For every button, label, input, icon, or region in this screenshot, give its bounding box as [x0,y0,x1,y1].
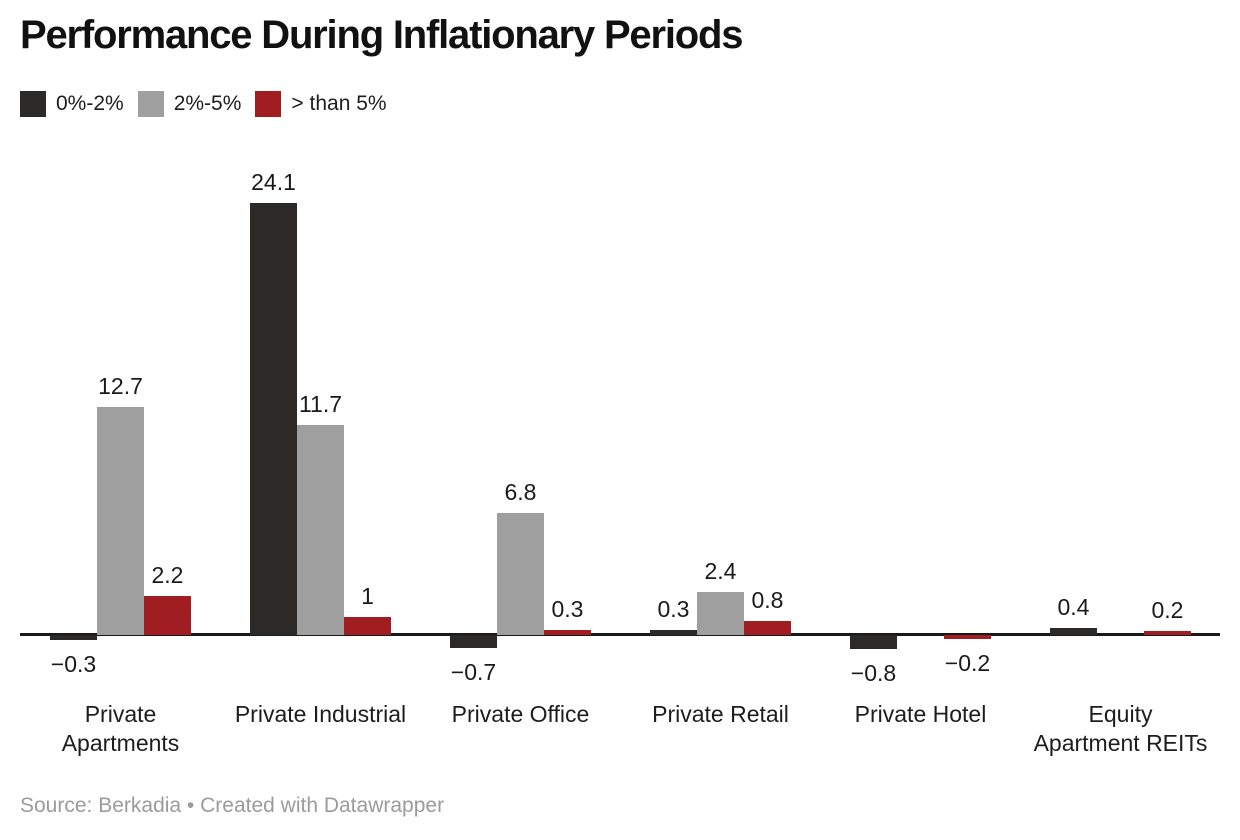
value-label-private-office-2-5: 6.8 [504,479,537,506]
x-axis-line [20,633,1220,636]
value-label-private-industrial-2-5: 11.7 [298,391,343,418]
legend-label-2-5: 2%-5% [173,92,242,115]
bar-private-hotel-than-5 [944,635,991,639]
bar-private-hotel-0-2 [850,635,897,650]
legend-item-0-2: 0%-2% [20,91,124,117]
bar-private-apartments-0-2 [50,635,97,641]
value-label-equity-apartment-reits-than-5: 0.2 [1151,597,1184,624]
legend-label-0-2: 0%-2% [56,92,124,115]
legend-item-2-5: 2%-5% [137,91,242,117]
legend-swatch-2-5 [137,91,164,117]
value-label-private-retail-than-5: 0.8 [751,586,784,613]
value-label-private-apartments-2-5: 12.7 [98,373,143,400]
bar-private-retail-2-5 [697,591,744,635]
bar-private-industrial-0-2 [250,202,297,635]
bar-private-office-2-5 [497,513,544,635]
legend-item-gt-5: > than 5% [255,91,387,117]
category-label-equity-apartment-reits: Equity Apartment REITs [1033,701,1208,756]
source-note: Source: Berkadia • Created with Datawrap… [20,794,445,817]
value-label-private-retail-0-2: 0.3 [657,595,690,622]
category-label-private-industrial: Private Industrial [234,701,407,727]
bar-private-office-than-5 [544,629,591,635]
category-label-private-retail: Private Retail [652,701,789,727]
legend-swatch-0-2 [20,91,46,117]
value-label-private-office-than-5: 0.3 [551,595,584,622]
legend-swatch-gt-5 [255,91,282,117]
bar-private-industrial-2-5 [297,425,344,635]
legend-label-gt-5: > than 5% [291,92,387,115]
category-label-private-apartments: Private Apartments [61,701,180,756]
value-label-private-industrial-than-5: 1 [361,583,374,610]
bar-equity-apartment-reits-0-2 [1050,627,1097,635]
value-label-private-hotel-0-2: −0.8 [850,660,897,687]
category-label-private-office: Private Office [451,701,590,727]
value-label-private-retail-2-5: 2.4 [704,557,737,584]
bar-private-office-0-2 [450,635,497,648]
value-label-private-apartments-than-5: 2.2 [151,561,184,588]
bar-private-industrial-than-5 [344,617,391,635]
chart-title: Performance During Inflationary Periods [20,13,743,57]
bar-private-retail-than-5 [744,620,791,635]
bar-equity-apartment-reits-than-5 [1144,631,1191,635]
category-label-private-hotel: Private Hotel [854,701,987,727]
value-label-equity-apartment-reits-0-2: 0.4 [1057,593,1090,620]
value-label-private-office-0-2: −0.7 [450,658,497,685]
value-label-private-industrial-0-2: 24.1 [251,168,296,195]
bar-private-apartments-2-5 [97,407,144,635]
bar-private-apartments-than-5 [144,595,191,635]
bar-private-retail-0-2 [650,629,697,635]
value-label-private-hotel-than-5: −0.2 [944,649,991,676]
legend: 0%-2% 2%-5% > than 5% [20,91,401,117]
value-label-private-apartments-0-2: −0.3 [50,651,97,678]
